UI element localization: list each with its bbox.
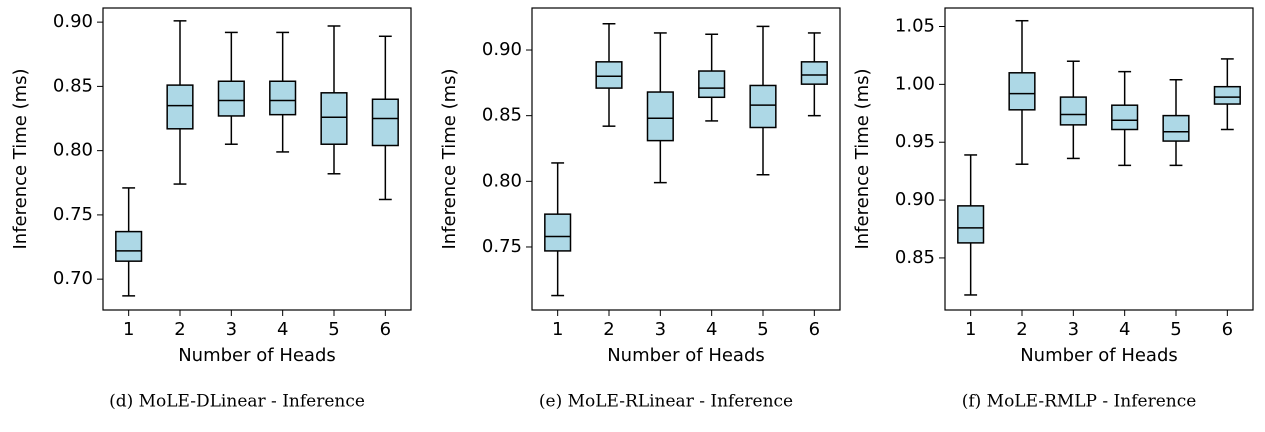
x-tick-label: 5: [757, 319, 768, 340]
x-axis-label: Number of Heads: [178, 345, 336, 366]
box: [957, 205, 985, 244]
x-axis-label: Number of Heads: [607, 345, 765, 366]
box: [269, 80, 297, 116]
box: [1111, 104, 1139, 131]
axes-frame: [102, 7, 412, 311]
axes-frame: [531, 7, 841, 311]
x-tick-label: 5: [1170, 319, 1181, 340]
y-tick-label: 0.85: [895, 247, 935, 268]
x-tick-label: 1: [552, 319, 563, 340]
box: [698, 70, 726, 99]
y-tick-label: 0.85: [482, 105, 522, 126]
caption: (e) MoLE-RLinear - Inference: [539, 392, 793, 412]
y-tick-label: 1.05: [895, 16, 935, 37]
box: [217, 80, 245, 117]
x-tick-label: 1: [123, 319, 134, 340]
x-tick-label: 4: [706, 319, 717, 340]
box: [1008, 72, 1036, 111]
x-tick-label: 6: [809, 319, 820, 340]
x-tick-label: 4: [277, 319, 288, 340]
x-tick-label: 3: [655, 319, 666, 340]
x-tick-label: 2: [603, 319, 614, 340]
y-tick-label: 0.70: [53, 268, 93, 289]
caption: (f) MoLE-RMLP - Inference: [962, 392, 1197, 412]
x-tick-label: 6: [1222, 319, 1233, 340]
box: [115, 230, 143, 262]
box: [646, 91, 674, 142]
box: [595, 61, 623, 89]
y-tick-label: 0.75: [53, 204, 93, 225]
y-tick-label: 0.95: [895, 131, 935, 152]
box: [544, 213, 572, 252]
y-tick-label: 0.85: [53, 75, 93, 96]
x-tick-label: 2: [1016, 319, 1027, 340]
box: [371, 98, 399, 147]
y-tick-label: 0.80: [482, 170, 522, 191]
x-tick-label: 3: [226, 319, 237, 340]
x-tick-label: 1: [965, 319, 976, 340]
y-tick-label: 0.80: [53, 140, 93, 161]
box: [1059, 96, 1087, 126]
y-axis-label: Inference Time (ms): [852, 68, 873, 249]
x-tick-label: 4: [1119, 319, 1130, 340]
x-tick-label: 5: [328, 319, 339, 340]
y-tick-label: 0.90: [895, 189, 935, 210]
x-tick-label: 6: [380, 319, 391, 340]
y-tick-label: 0.90: [53, 11, 93, 32]
caption: (d) MoLE-DLinear - Inference: [109, 392, 365, 412]
x-tick-label: 2: [174, 319, 185, 340]
x-tick-label: 3: [1068, 319, 1079, 340]
y-tick-label: 0.75: [482, 236, 522, 257]
y-axis-label: Inference Time (ms): [439, 68, 460, 249]
x-axis-label: Number of Heads: [1020, 345, 1178, 366]
box: [800, 61, 828, 85]
box: [1162, 114, 1190, 142]
axes-frame: [944, 7, 1254, 311]
box: [749, 84, 777, 129]
box: [166, 84, 194, 130]
y-tick-label: 1.00: [895, 73, 935, 94]
box: [320, 92, 348, 145]
y-tick-label: 0.90: [482, 39, 522, 60]
y-axis-label: Inference Time (ms): [10, 68, 31, 249]
box: [1213, 85, 1241, 105]
